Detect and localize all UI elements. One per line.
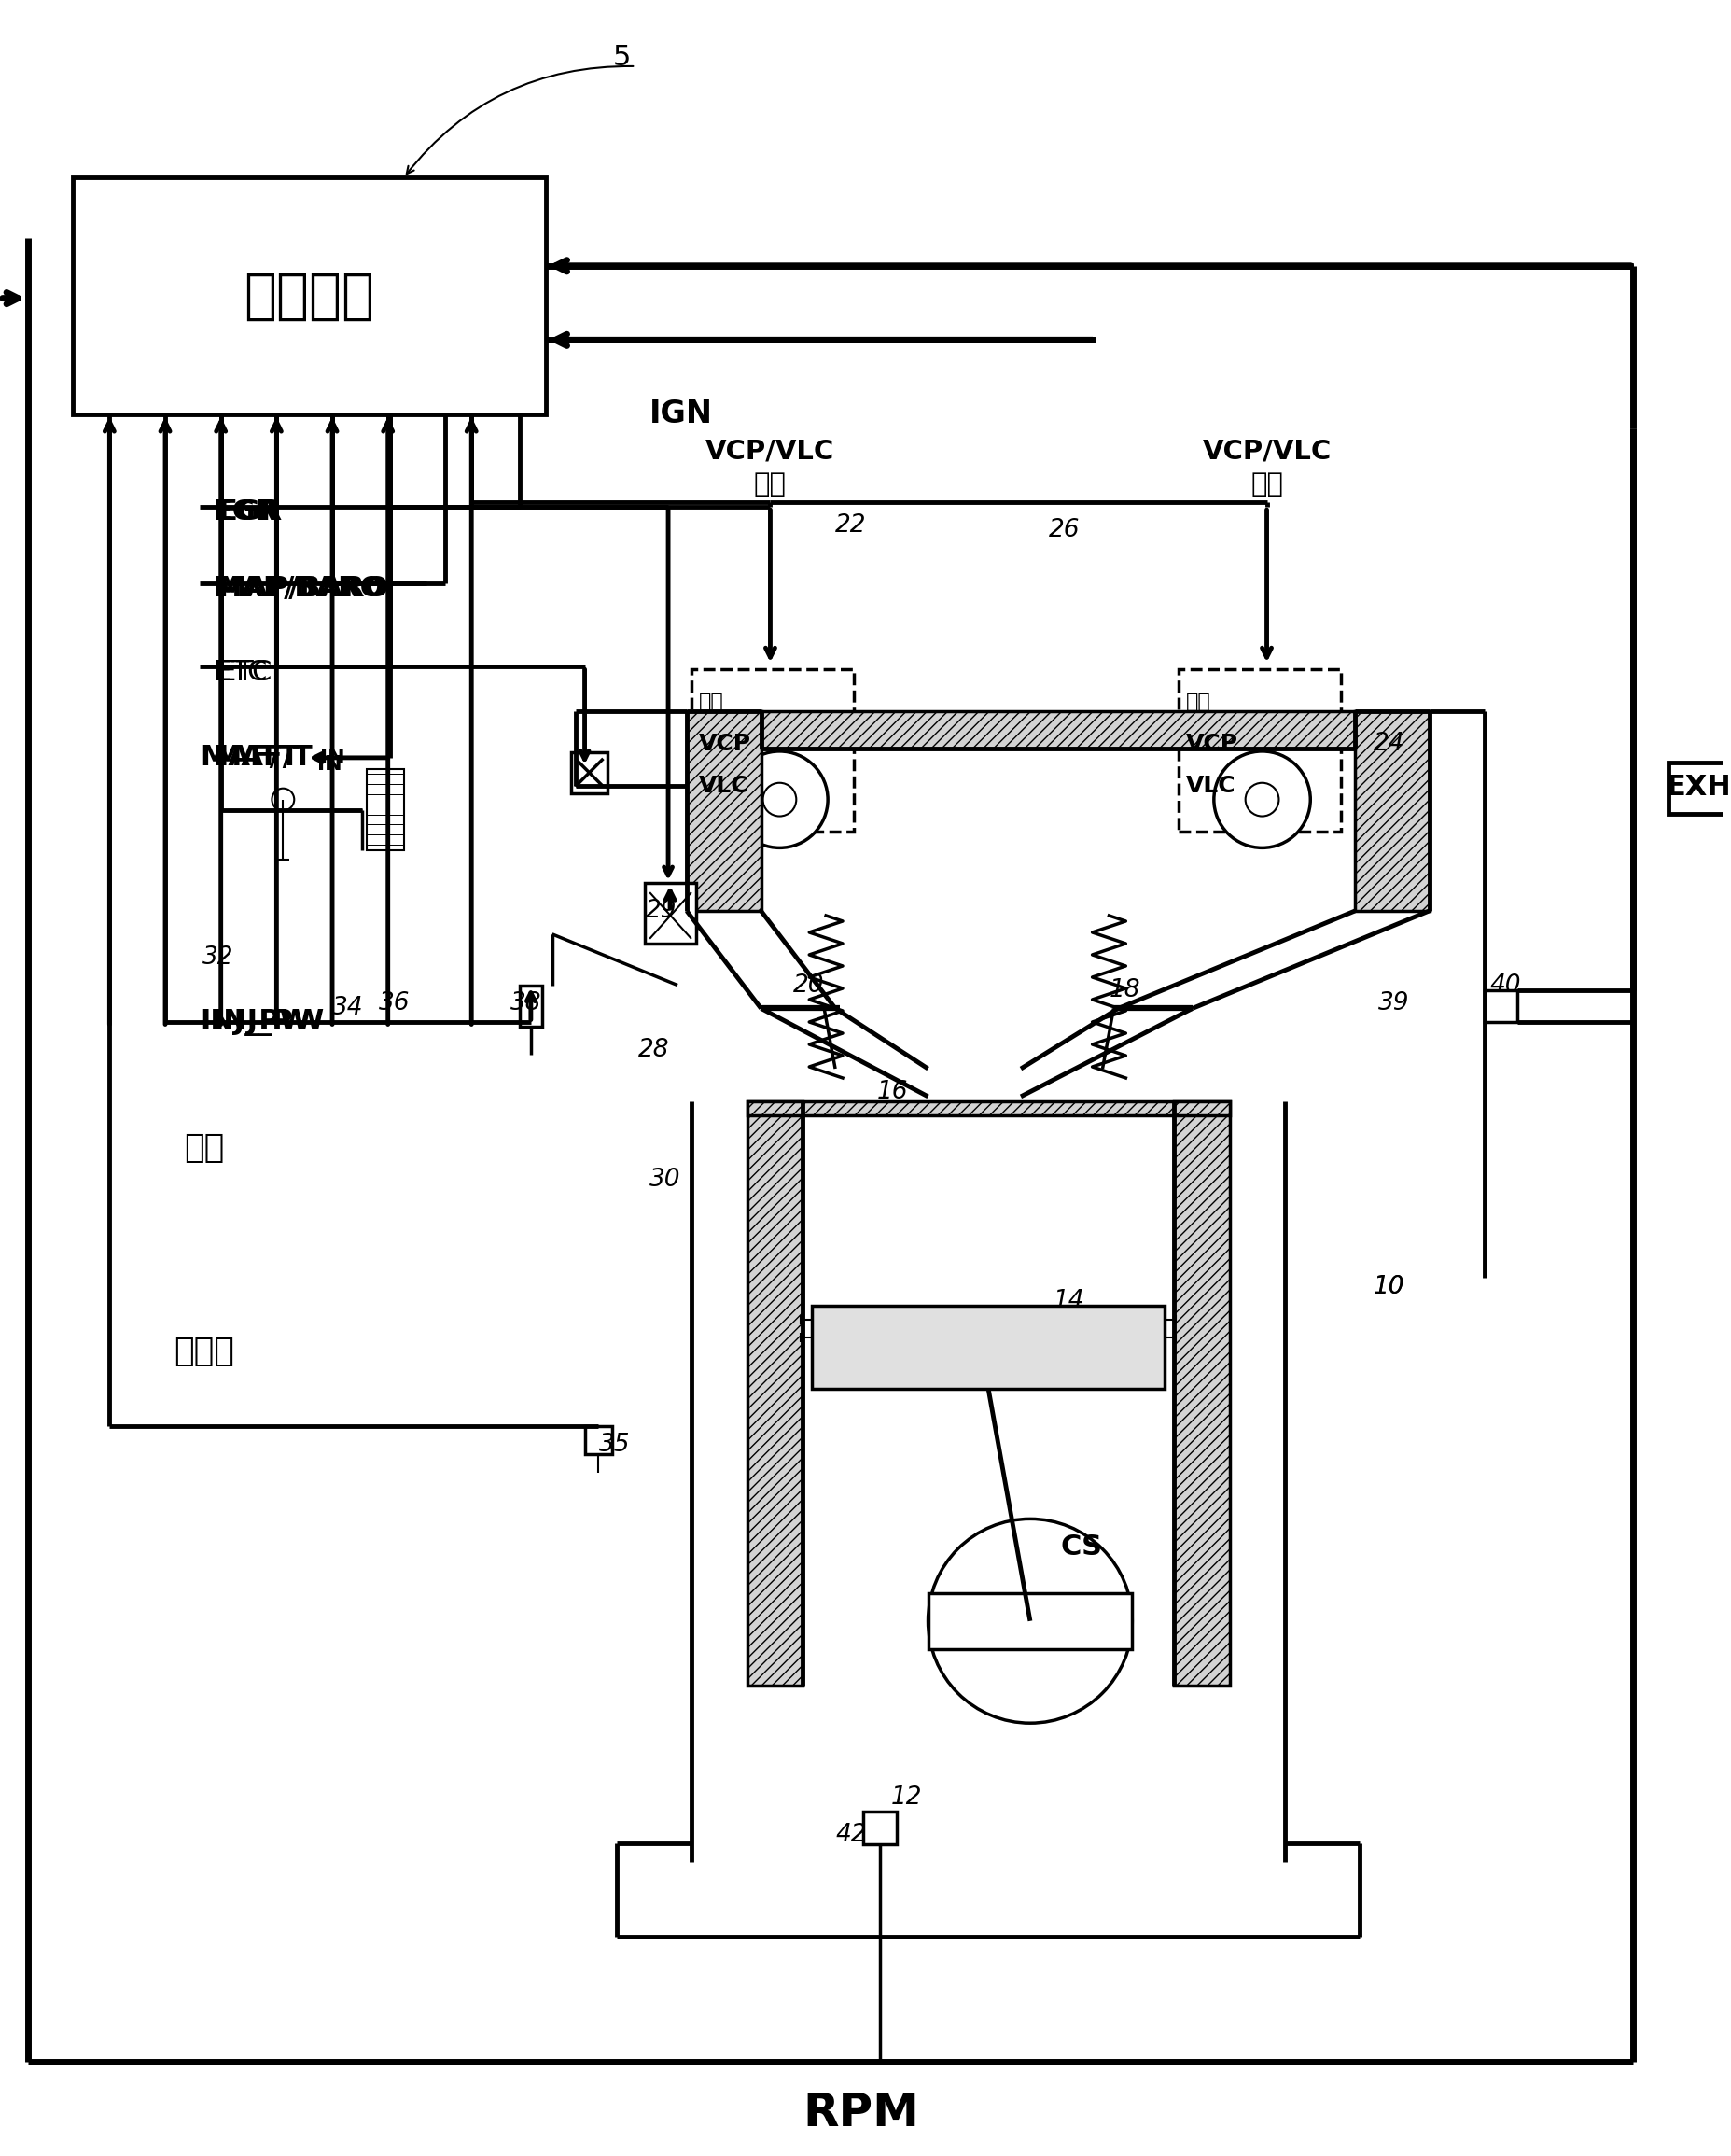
Text: IN: IN (317, 755, 343, 774)
Text: MAP/BARO: MAP/BARO (213, 576, 384, 602)
Text: ETC: ETC (218, 660, 272, 686)
Text: 22: 22 (834, 513, 866, 537)
Bar (571, 752, 608, 793)
Text: 36: 36 (379, 992, 410, 1015)
Bar (1667, 763, 1728, 813)
Text: VLC: VLC (1186, 774, 1236, 798)
Bar (687, 711, 760, 912)
Text: MAF/T: MAF/T (213, 744, 313, 772)
Bar (367, 770, 403, 852)
Text: 排气: 排气 (1250, 470, 1283, 498)
Text: 12: 12 (890, 1785, 921, 1809)
Text: 28: 28 (639, 1037, 670, 1063)
Text: 40: 40 (1489, 972, 1520, 998)
Bar (862, 1811, 897, 1846)
Text: VCP: VCP (1186, 733, 1238, 755)
Bar (519, 985, 542, 1026)
Bar (928, 1593, 1132, 1649)
Text: 进气: 进气 (753, 470, 786, 498)
Circle shape (928, 1520, 1132, 1723)
Text: 42: 42 (834, 1822, 866, 1848)
Text: EGR: EGR (218, 498, 282, 526)
Text: 控制模块: 控制模块 (244, 270, 374, 323)
Circle shape (1245, 783, 1277, 817)
Text: MAF/T: MAF/T (199, 744, 299, 772)
Text: IGN: IGN (649, 399, 713, 429)
Text: EGR: EGR (213, 498, 279, 526)
Circle shape (730, 750, 827, 847)
Bar (585, 1425, 613, 1453)
Text: 冷却剂: 冷却剂 (173, 1337, 234, 1367)
Text: RPM: RPM (803, 2091, 919, 2134)
Bar (644, 884, 696, 944)
Text: 燃烧: 燃烧 (183, 1132, 225, 1164)
Text: 38: 38 (511, 992, 542, 1015)
Text: EXH: EXH (1665, 774, 1729, 802)
Text: 14: 14 (1052, 1289, 1084, 1313)
Bar (812, 1304, 1163, 1388)
Text: MAP/BARO: MAP/BARO (218, 576, 389, 602)
Text: VCP: VCP (698, 733, 751, 755)
Bar (746, 1102, 1229, 1115)
Bar (746, 1102, 803, 1686)
Text: 26: 26 (1049, 517, 1080, 543)
Text: 24: 24 (1373, 731, 1404, 757)
Text: 10: 10 (1373, 1274, 1404, 1298)
Text: VCP/VLC: VCP/VLC (706, 438, 834, 464)
Bar (1174, 1102, 1229, 1686)
Bar (73, 177, 545, 414)
Text: INJ_PW: INJ_PW (213, 1009, 324, 1035)
Text: 35: 35 (599, 1432, 630, 1457)
Text: CS: CS (1059, 1533, 1101, 1561)
Circle shape (762, 783, 796, 817)
Bar (760, 711, 1354, 748)
Circle shape (1213, 750, 1310, 847)
Bar (691, 671, 853, 832)
Text: 29: 29 (646, 899, 677, 923)
Text: 5: 5 (613, 43, 630, 71)
Text: 30: 30 (649, 1169, 680, 1192)
Bar (1179, 671, 1340, 832)
Text: INJ_PW: INJ_PW (199, 1009, 310, 1035)
Bar (1483, 990, 1516, 1022)
Text: VCP/VLC: VCP/VLC (1201, 438, 1331, 464)
Text: 18: 18 (1108, 977, 1139, 1003)
Text: 16: 16 (876, 1080, 907, 1104)
Bar (1354, 711, 1428, 912)
Text: 排气: 排气 (1186, 692, 1210, 711)
Text: 20: 20 (793, 972, 824, 998)
Text: ETC: ETC (213, 660, 267, 686)
Text: 10: 10 (1373, 1274, 1404, 1298)
Text: VLC: VLC (698, 774, 748, 798)
Circle shape (1004, 1595, 1056, 1647)
Text: 32: 32 (203, 944, 234, 970)
Text: 34: 34 (332, 996, 364, 1020)
Text: IN: IN (320, 748, 344, 768)
Circle shape (272, 789, 294, 811)
Text: 39: 39 (1378, 992, 1409, 1015)
Text: 进气: 进气 (698, 692, 724, 711)
